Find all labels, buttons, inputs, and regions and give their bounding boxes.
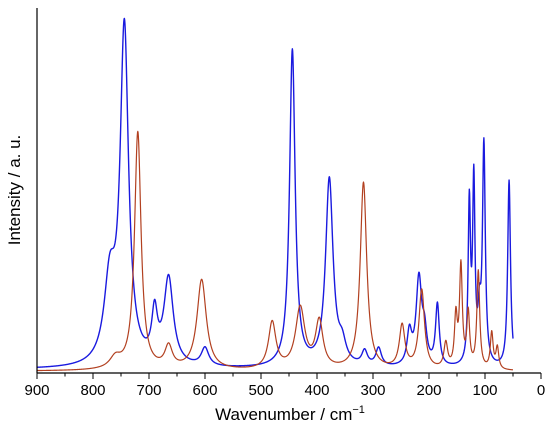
x-tick-label: 400: [304, 382, 329, 399]
x-tick-label: 300: [360, 382, 385, 399]
x-tick-label: 100: [472, 382, 497, 399]
x-axis-title-text: Wavenumber / cm: [215, 405, 352, 424]
x-tick-label: 600: [192, 382, 217, 399]
x-tick-label: 800: [80, 382, 105, 399]
y-axis-title: Intensity / a. u.: [5, 135, 24, 246]
x-axis-title: Wavenumber / cm−1: [215, 404, 365, 424]
series-line-2: [36, 130, 514, 372]
x-tick-label: 900: [24, 382, 49, 399]
x-tick-label: 200: [416, 382, 441, 399]
x-tick-label: 700: [136, 382, 161, 399]
series-line-1: [36, 17, 514, 368]
x-tick-label: 0: [537, 382, 545, 399]
x-tick-label: 500: [248, 382, 273, 399]
x-axis-title-superscript: −1: [352, 404, 365, 416]
series-layer: [36, 17, 514, 372]
axes: 900 800 700 600 500 400 300 200 100 0: [24, 8, 545, 399]
